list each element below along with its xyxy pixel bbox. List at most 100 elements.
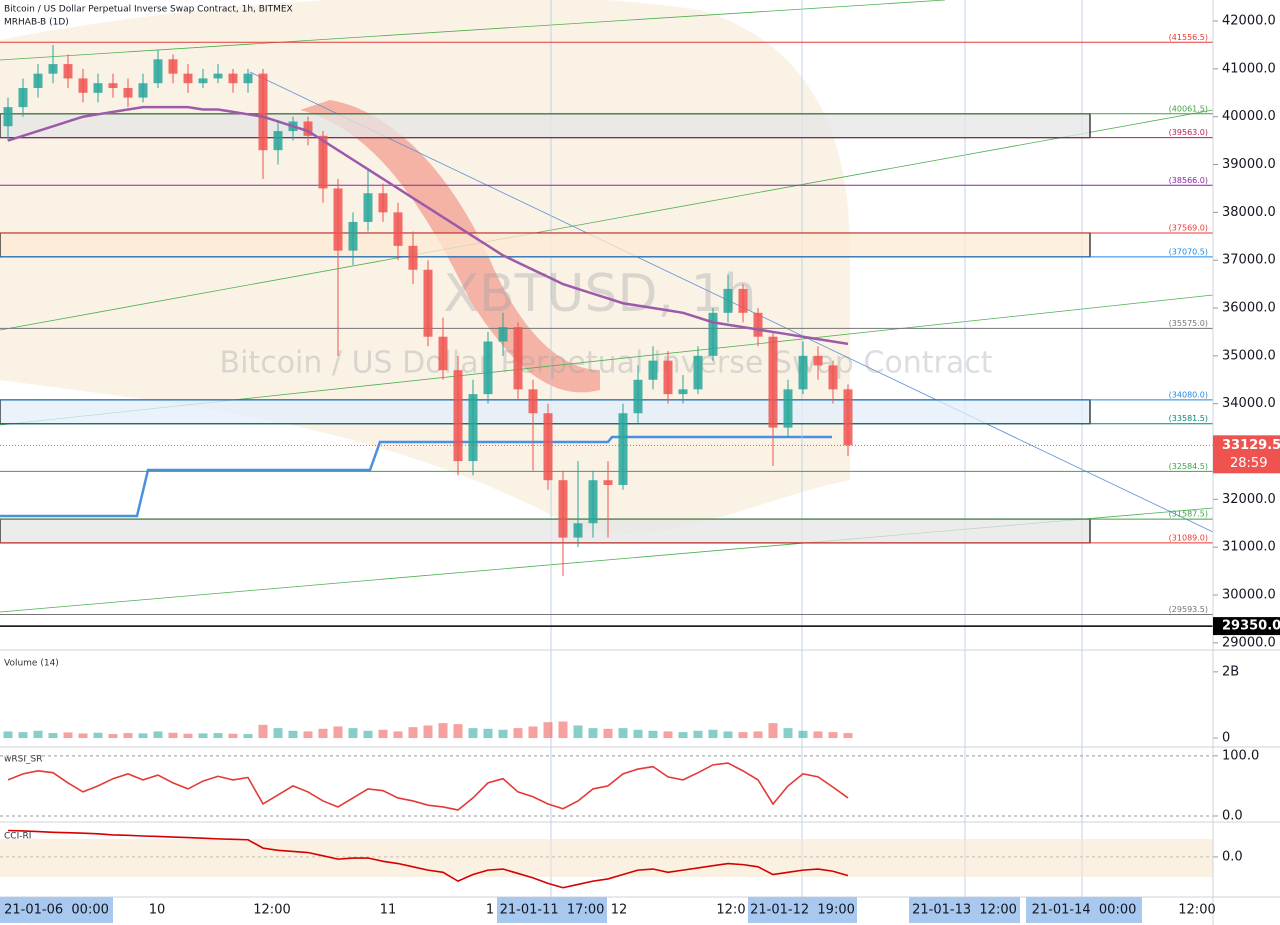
time-axis: 21-01-06 00:00 10 12:00 11 1 21-01-11 17:00 12… [0, 897, 1216, 923]
volume-bar [813, 731, 823, 739]
x-tick-label: 11 [380, 903, 397, 918]
price-pane [0, 44, 1213, 627]
candle-body [333, 188, 343, 251]
candle-body [513, 327, 523, 390]
y-tick-label: 0 [1222, 731, 1230, 746]
candle-body [318, 135, 328, 189]
volume-bar [48, 733, 58, 739]
volume-bar [753, 731, 763, 739]
candle-body [483, 341, 493, 395]
candle-body [228, 73, 238, 84]
candle-body [558, 480, 568, 538]
volume-bar [498, 729, 508, 739]
candle-body [618, 413, 628, 485]
volume-bar [558, 721, 568, 739]
trend-line [0, 109, 1214, 331]
countdown-label: 28:59 [1230, 456, 1267, 471]
step-line [0, 435, 832, 518]
price-axis: 29000.030000.031000.032000.033000.034000… [1213, 14, 1280, 650]
volume-bar [93, 732, 103, 739]
volume-bar [708, 729, 718, 739]
candle-body [453, 370, 463, 462]
y-tick-label: 31000.0 [1222, 540, 1276, 555]
volume-bar [798, 730, 808, 739]
y-tick-label: 29000.0 [1222, 635, 1276, 650]
candle-body [153, 59, 163, 84]
candle-body [33, 73, 43, 89]
candle-body [648, 360, 658, 380]
indicator-label: MRHAB-B (1D) [4, 18, 69, 28]
volume-bar [843, 733, 853, 739]
candle-body [543, 413, 553, 481]
watermark: XBTUSD, 1h [443, 264, 756, 324]
candle-body [678, 389, 688, 395]
candle-body [663, 360, 673, 395]
volume-bar [468, 728, 478, 739]
watermark: Bitcoin / US Dollar Perpetual Inverse Sw… [220, 346, 993, 381]
candle-body [498, 327, 508, 342]
candle-body [828, 365, 838, 390]
level-label: (32584.5) [1169, 462, 1208, 471]
volume-bar [528, 726, 538, 739]
y-tick-label: 2B [1222, 664, 1239, 679]
time-label-bg [0, 897, 113, 923]
volume-bar [288, 730, 298, 739]
y-tick-label: 32000.0 [1222, 492, 1276, 507]
candle-body [93, 83, 103, 93]
time-label-bg [909, 897, 1020, 923]
pane-title: wRSI_SR [4, 755, 42, 765]
y-tick-label: 34000.0 [1222, 396, 1276, 411]
y-tick-label: 35000.0 [1222, 348, 1276, 363]
candle-body [408, 245, 418, 270]
x-tick-label: 12:0 [716, 903, 745, 918]
candle-body [183, 73, 193, 84]
candle-body [528, 389, 538, 414]
volume-bar [273, 728, 283, 739]
volume-bar [138, 733, 148, 739]
volume-bar [333, 726, 343, 739]
y-tick-label: 39000.0 [1222, 157, 1276, 172]
volume-bar [513, 728, 523, 739]
x-tick-label: 21-01-06 00:00 [4, 903, 109, 918]
level-label: (29593.5) [1169, 605, 1208, 614]
volume-bar [768, 723, 778, 739]
level-label: (41556.5) [1169, 33, 1208, 42]
volume-bar [393, 731, 403, 739]
candle-body [48, 64, 58, 74]
candle-body [63, 64, 73, 79]
volume-bar [783, 728, 793, 739]
candle-body [108, 83, 118, 89]
time-label-bg [748, 897, 857, 923]
y-tick-label: 100.0 [1222, 748, 1259, 763]
x-tick-label: 12:00 [253, 903, 290, 918]
volume-bar [663, 731, 673, 739]
levels: (41556.5) (40061.5) (39563.0) (38566.0) (375… [0, 33, 1213, 615]
zone [0, 232, 1091, 258]
candle-body [798, 355, 808, 390]
volume-bar [693, 730, 703, 739]
volume-bar [63, 732, 73, 739]
candle-body [573, 523, 583, 538]
level-label: (40061.5) [1169, 104, 1208, 113]
candle-body [393, 212, 403, 246]
pane-title: CCI-RI [4, 832, 31, 842]
candle-body [348, 221, 358, 251]
y-tick-label: 0.0 [1222, 808, 1243, 823]
candle-body [213, 73, 223, 79]
marker-label: 29350.0 [1222, 619, 1280, 634]
volume-bar [423, 725, 433, 739]
candle-body [768, 336, 778, 428]
volume-bar [363, 730, 373, 739]
volume-bar [303, 731, 313, 739]
level-label: (31587.5) [1169, 510, 1208, 519]
volume-bar [483, 728, 493, 739]
candle-body [738, 288, 748, 313]
volume-bar [543, 722, 553, 739]
chart-title: Bitcoin / US Dollar Perpetual Inverse Sw… [4, 5, 293, 15]
volume-bar [408, 727, 418, 739]
y-tick-label: 37000.0 [1222, 253, 1276, 268]
volume-bar [168, 732, 178, 739]
candle-body [378, 193, 388, 213]
time-label-bg [1026, 897, 1142, 923]
